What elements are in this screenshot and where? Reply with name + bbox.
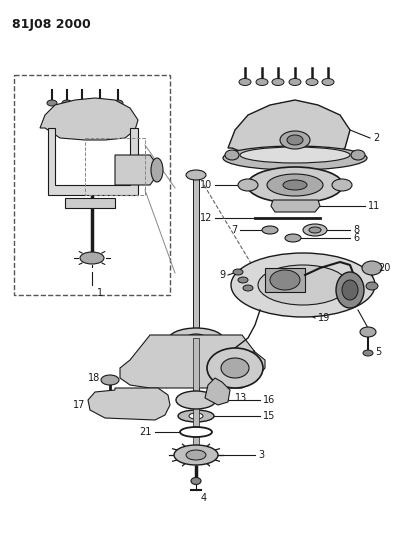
Text: 15: 15 — [263, 411, 276, 421]
Ellipse shape — [306, 78, 318, 85]
Ellipse shape — [223, 146, 367, 170]
Ellipse shape — [62, 100, 72, 106]
Ellipse shape — [238, 179, 258, 191]
Ellipse shape — [188, 171, 204, 179]
Ellipse shape — [180, 427, 212, 437]
Text: 11: 11 — [368, 201, 380, 211]
Ellipse shape — [176, 391, 216, 409]
Ellipse shape — [77, 100, 87, 106]
Text: 9: 9 — [219, 270, 225, 280]
Text: 10: 10 — [200, 180, 212, 190]
Ellipse shape — [262, 226, 278, 234]
Ellipse shape — [351, 150, 365, 160]
Ellipse shape — [267, 174, 323, 196]
Ellipse shape — [309, 227, 321, 233]
Text: 1: 1 — [97, 288, 103, 298]
Ellipse shape — [342, 280, 358, 300]
Polygon shape — [40, 98, 138, 140]
Ellipse shape — [188, 396, 204, 404]
Ellipse shape — [360, 327, 376, 337]
Ellipse shape — [47, 100, 57, 106]
Ellipse shape — [186, 450, 206, 460]
Text: 19: 19 — [318, 313, 330, 323]
Ellipse shape — [240, 147, 350, 163]
Polygon shape — [115, 155, 155, 185]
Text: 7: 7 — [231, 225, 237, 235]
Ellipse shape — [151, 158, 163, 182]
Ellipse shape — [336, 272, 364, 308]
Ellipse shape — [247, 167, 343, 203]
Ellipse shape — [289, 78, 301, 85]
Text: 21: 21 — [140, 427, 152, 437]
Ellipse shape — [233, 269, 243, 275]
Ellipse shape — [168, 328, 224, 352]
Ellipse shape — [332, 179, 352, 191]
Ellipse shape — [189, 413, 203, 419]
Ellipse shape — [207, 348, 263, 388]
Text: 14: 14 — [245, 350, 257, 360]
Ellipse shape — [258, 265, 348, 305]
Text: 18: 18 — [88, 373, 100, 383]
Ellipse shape — [272, 78, 284, 85]
Ellipse shape — [243, 285, 253, 291]
Text: 5: 5 — [375, 347, 381, 357]
Ellipse shape — [362, 261, 382, 275]
Polygon shape — [65, 198, 115, 208]
Text: 2: 2 — [373, 133, 379, 143]
Text: 4: 4 — [201, 493, 207, 503]
Ellipse shape — [287, 135, 303, 145]
Ellipse shape — [101, 375, 119, 385]
Polygon shape — [228, 100, 350, 162]
Ellipse shape — [280, 131, 310, 149]
Text: 16: 16 — [263, 395, 275, 405]
Polygon shape — [88, 388, 170, 420]
Ellipse shape — [238, 277, 248, 283]
Text: 8: 8 — [353, 225, 359, 235]
Ellipse shape — [113, 100, 123, 106]
Ellipse shape — [184, 334, 208, 346]
Ellipse shape — [95, 100, 105, 106]
Ellipse shape — [239, 78, 251, 85]
Bar — [193, 395, 199, 450]
Text: 12: 12 — [200, 213, 212, 223]
Ellipse shape — [363, 350, 373, 356]
Ellipse shape — [283, 180, 307, 190]
Ellipse shape — [256, 78, 268, 85]
FancyBboxPatch shape — [14, 75, 170, 295]
Text: 81J08 2000: 81J08 2000 — [12, 18, 91, 31]
Ellipse shape — [174, 445, 218, 465]
Ellipse shape — [270, 270, 300, 290]
Polygon shape — [265, 268, 305, 292]
Ellipse shape — [322, 78, 334, 85]
Ellipse shape — [178, 410, 214, 422]
Bar — [193, 338, 199, 396]
Ellipse shape — [285, 234, 301, 242]
Text: 17: 17 — [73, 400, 85, 410]
Polygon shape — [205, 378, 230, 405]
Polygon shape — [120, 335, 265, 388]
Ellipse shape — [225, 150, 239, 160]
Text: 13: 13 — [235, 393, 247, 403]
Ellipse shape — [80, 252, 104, 264]
Polygon shape — [48, 128, 138, 195]
Ellipse shape — [191, 478, 201, 484]
Ellipse shape — [366, 282, 378, 290]
Ellipse shape — [221, 358, 249, 378]
Text: 6: 6 — [353, 233, 359, 243]
Bar — [193, 178, 199, 338]
Ellipse shape — [231, 253, 375, 317]
Ellipse shape — [303, 224, 327, 236]
Ellipse shape — [186, 170, 206, 180]
Text: 3: 3 — [258, 450, 264, 460]
Text: 20: 20 — [378, 263, 390, 273]
Polygon shape — [271, 200, 320, 212]
